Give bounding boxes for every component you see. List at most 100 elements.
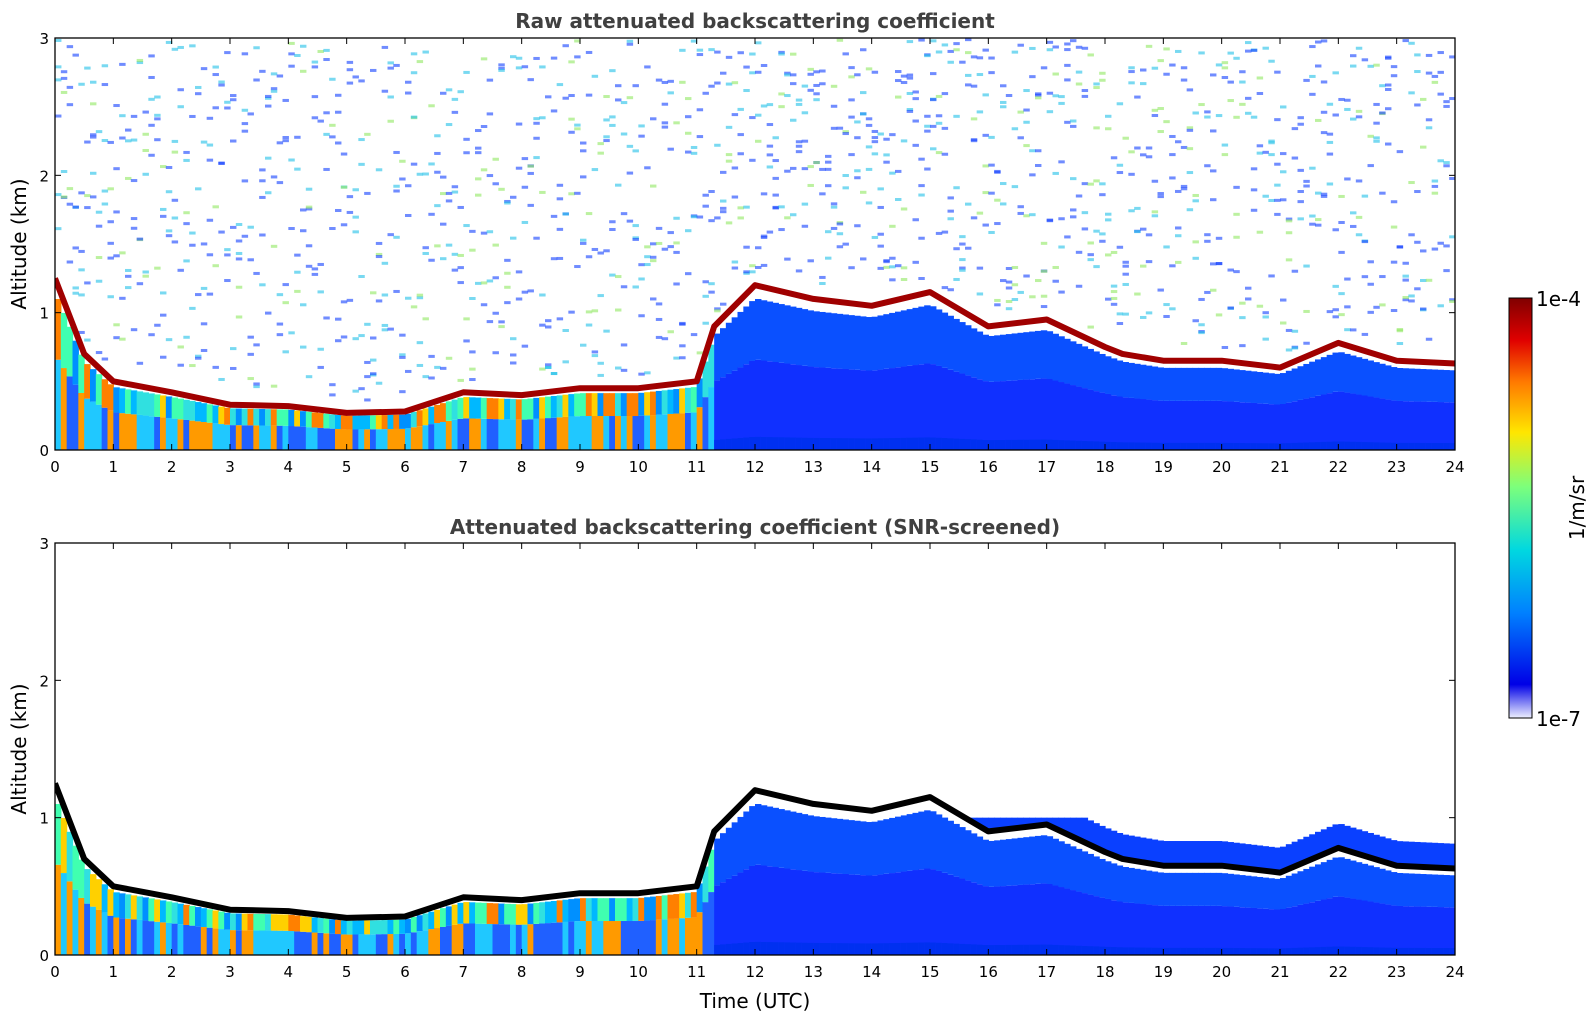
heatmap-cell xyxy=(399,414,406,429)
heatmap-cell xyxy=(1011,439,1019,450)
heatmap-cell xyxy=(1157,442,1164,450)
heatmap-cell xyxy=(1180,442,1188,450)
heatmap-cell xyxy=(842,873,849,955)
heatmap-cell xyxy=(1355,862,1363,900)
heatmap-cell xyxy=(906,870,914,955)
heatmap-cell xyxy=(1338,824,1345,850)
noise-speckle xyxy=(1396,150,1404,154)
noise-speckle xyxy=(720,199,727,203)
heatmap-cell xyxy=(259,914,266,931)
heatmap-cell xyxy=(865,875,873,955)
noise-speckle xyxy=(1332,284,1339,288)
noise-speckle xyxy=(749,52,756,56)
heatmap-cell xyxy=(235,425,243,450)
heatmap-cell xyxy=(259,409,266,426)
noise-speckle xyxy=(195,187,202,191)
noise-speckle xyxy=(1268,274,1275,278)
noise-speckle xyxy=(819,69,826,73)
heatmap-cell xyxy=(1163,400,1170,450)
x-tick-label: 22 xyxy=(1329,458,1348,476)
noise-speckle xyxy=(1005,307,1013,311)
heatmap-cell xyxy=(1087,441,1094,450)
heatmap-cell xyxy=(265,930,272,955)
noise-speckle xyxy=(965,51,972,55)
heatmap-cell xyxy=(620,416,628,450)
noise-speckle xyxy=(224,253,231,257)
heatmap-cell xyxy=(679,918,686,955)
heatmap-cell xyxy=(1309,866,1316,903)
heatmap-cell xyxy=(1204,400,1211,450)
noise-speckle xyxy=(994,198,1001,202)
noise-speckle xyxy=(1274,198,1281,202)
noise-speckle xyxy=(1157,192,1164,196)
heatmap-cell xyxy=(702,866,709,903)
noise-speckle xyxy=(381,293,389,297)
noise-speckle xyxy=(253,385,260,389)
x-tick-label: 4 xyxy=(284,963,294,981)
noise-speckle xyxy=(55,78,62,82)
noise-speckle xyxy=(1215,236,1223,240)
noise-speckle xyxy=(883,260,890,264)
heatmap-cell xyxy=(533,397,540,419)
noise-speckle xyxy=(935,121,943,125)
noise-speckle xyxy=(230,139,237,143)
noise-speckle xyxy=(335,317,342,321)
noise-speckle xyxy=(1326,102,1334,106)
noise-speckle xyxy=(650,255,657,259)
noise-speckle xyxy=(906,108,914,112)
noise-speckle xyxy=(1058,95,1065,99)
heatmap-cell xyxy=(422,408,429,426)
noise-speckle xyxy=(673,282,680,286)
heatmap-cell xyxy=(1122,362,1129,398)
noise-speckle xyxy=(136,282,144,286)
noise-speckle xyxy=(282,98,289,102)
heatmap-cell xyxy=(1449,402,1455,450)
heatmap-cell xyxy=(1379,442,1386,450)
heatmap-cell xyxy=(1093,391,1100,450)
heatmap-cell xyxy=(1110,442,1118,450)
heatmap-cell xyxy=(842,438,849,450)
noise-speckle xyxy=(410,305,418,309)
heatmap-cell xyxy=(1414,873,1421,907)
heatmap-cell xyxy=(615,416,622,450)
heatmap-cell xyxy=(1420,442,1427,450)
noise-speckle xyxy=(480,281,488,285)
heatmap-cell xyxy=(66,326,74,377)
noise-speckle xyxy=(469,367,476,371)
heatmap-cell xyxy=(743,364,750,450)
noise-speckle xyxy=(778,92,785,96)
heatmap-cell xyxy=(725,322,733,374)
noise-speckle xyxy=(533,121,540,125)
noise-speckle xyxy=(667,91,674,95)
noise-speckle xyxy=(661,102,669,106)
heatmap-cell xyxy=(1064,440,1071,450)
heatmap-cell xyxy=(807,815,814,872)
heatmap-cell xyxy=(1443,875,1450,908)
heatmap-cell xyxy=(1000,817,1007,831)
heatmap-cell xyxy=(854,820,861,875)
noise-speckle xyxy=(399,177,406,181)
noise-speckle xyxy=(405,91,412,95)
heatmap-cell xyxy=(1070,440,1077,450)
noise-speckle xyxy=(527,78,534,82)
heatmap-cell xyxy=(101,379,109,408)
heatmap-cell xyxy=(1035,439,1042,450)
heatmap-cell xyxy=(375,920,383,935)
noise-speckle xyxy=(1245,286,1252,290)
noise-speckle xyxy=(609,115,616,119)
noise-speckle xyxy=(1221,76,1229,80)
heatmap-cell xyxy=(655,895,663,920)
noise-speckle xyxy=(661,121,669,125)
noise-speckle xyxy=(1437,51,1444,55)
heatmap-cell xyxy=(755,359,762,450)
heatmap-cell xyxy=(282,930,289,955)
heatmap-cell xyxy=(533,923,540,955)
noise-speckle xyxy=(766,230,774,234)
noise-speckle xyxy=(585,323,593,327)
noise-speckle xyxy=(457,281,464,285)
heatmap-cell xyxy=(924,437,931,450)
heatmap-cell xyxy=(230,930,237,955)
noise-speckle xyxy=(66,85,74,89)
heatmap-cell xyxy=(95,404,103,450)
heatmap-cell xyxy=(1221,906,1229,955)
